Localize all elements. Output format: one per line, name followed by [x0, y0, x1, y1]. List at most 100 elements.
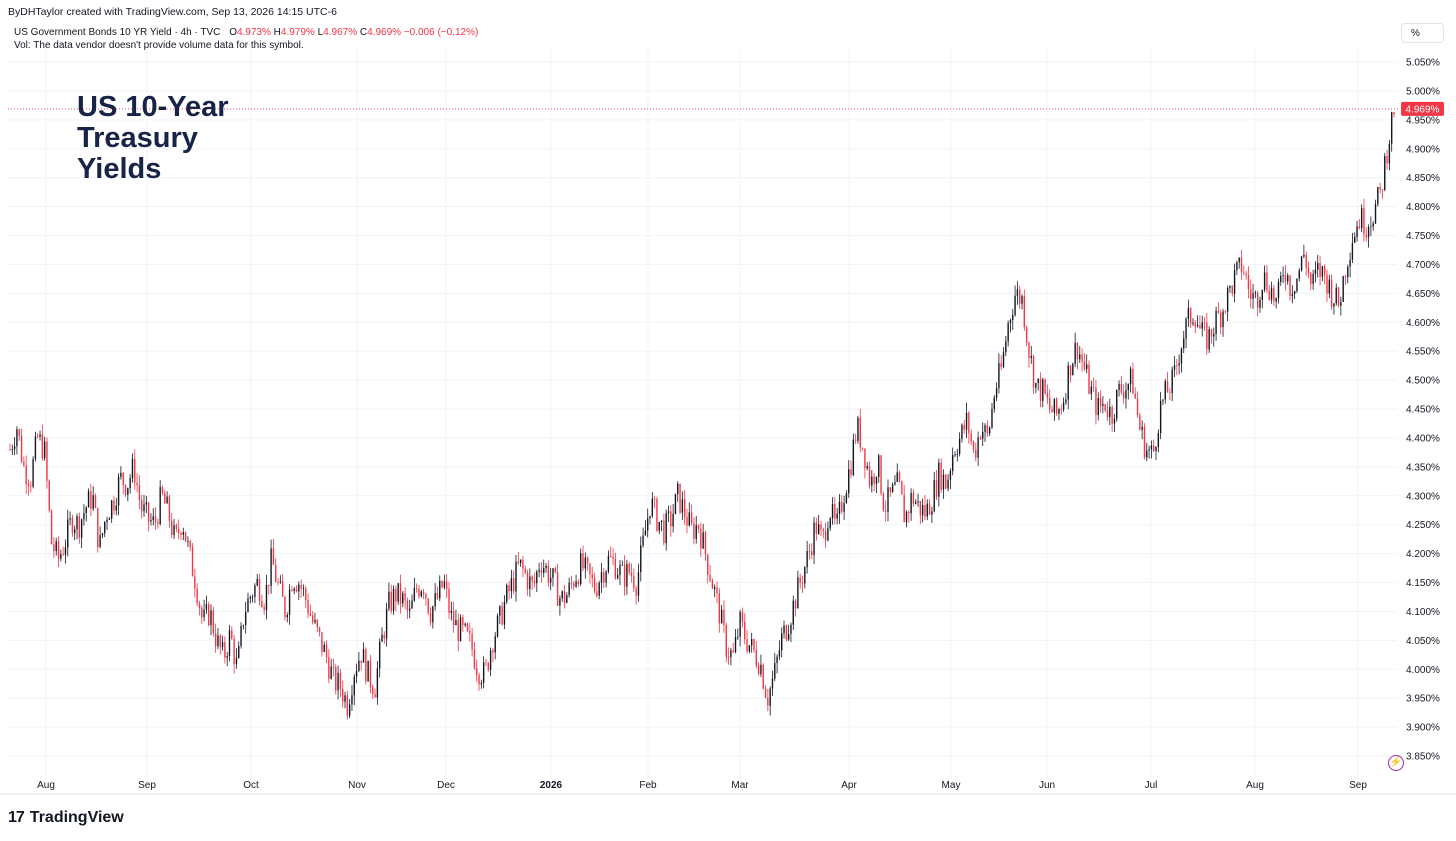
candle-body — [1113, 418, 1116, 424]
candle-body — [589, 563, 591, 575]
tradingview-logo-icon[interactable]: 17 TradingView — [8, 809, 124, 827]
candle-body — [1153, 445, 1155, 452]
candle-body — [993, 397, 995, 409]
candle-body — [903, 494, 905, 523]
last-price-badge — [1401, 101, 1444, 116]
candle-body — [50, 510, 53, 545]
candle-body — [1173, 365, 1176, 370]
candle-body — [656, 498, 658, 531]
candle-body — [1053, 398, 1056, 413]
candle-body — [452, 610, 455, 626]
candle-body — [808, 551, 811, 552]
candle-body — [582, 553, 584, 569]
candle-body — [1187, 308, 1190, 319]
candle-body — [1215, 310, 1217, 335]
candle-body — [1194, 322, 1196, 327]
candle-body — [388, 591, 390, 609]
candle-body — [154, 516, 157, 523]
candle-body — [1379, 187, 1381, 190]
candle-body — [811, 551, 813, 555]
candle-body — [894, 481, 896, 485]
candle-body — [1018, 289, 1021, 304]
candle-body — [854, 439, 857, 441]
candle-body — [836, 513, 838, 519]
candle-body — [131, 458, 134, 479]
candle-body — [64, 547, 67, 555]
candle-body — [30, 485, 32, 487]
x-tick-label: Jul — [1145, 780, 1158, 791]
price-chart[interactable]: 3.850% 3.900% 3.950% 4.000% 4.050% 4.100% 4.15… — [0, 50, 1456, 795]
candle-body — [977, 437, 979, 458]
candle-body — [607, 555, 610, 572]
candle-body — [1220, 312, 1222, 328]
candle-body — [104, 521, 106, 534]
y-tick-label: 4.600% — [1406, 318, 1440, 329]
candle-body — [917, 501, 919, 503]
candle-body — [1282, 275, 1284, 277]
candle-body — [991, 408, 993, 428]
candle-body — [1268, 290, 1270, 300]
candle-body — [593, 578, 596, 592]
candle-body — [106, 519, 108, 522]
candle-body — [820, 524, 822, 530]
percent-scale-button[interactable]: % — [1401, 23, 1444, 43]
candle-body — [901, 481, 903, 495]
candle-body — [402, 593, 404, 604]
x-tick-label: Aug — [1246, 780, 1264, 791]
candle-body — [1021, 296, 1023, 304]
candle-body — [552, 568, 554, 578]
candle-body — [1178, 363, 1180, 366]
candle-body — [1206, 322, 1208, 350]
candle-body — [1025, 327, 1028, 343]
x-tick-label: Sep — [138, 780, 156, 791]
candle-body — [677, 483, 679, 494]
candle-body — [286, 614, 288, 618]
candle-body — [295, 588, 298, 592]
candle-body — [1189, 308, 1192, 324]
candle-body — [1363, 208, 1365, 235]
candle-body — [829, 518, 831, 529]
candle-body — [1344, 276, 1347, 278]
candle-body — [1201, 322, 1203, 329]
candle-body — [240, 625, 242, 646]
candle-body — [469, 630, 471, 634]
candle-body — [265, 584, 268, 611]
candle-body — [309, 613, 312, 616]
candle-body — [1076, 342, 1079, 360]
candle-body — [1356, 226, 1358, 237]
candle-body — [621, 564, 623, 566]
symbol-name[interactable]: US Government Bonds 10 YR Yield · 4h · T… — [14, 27, 221, 38]
candle-body — [466, 623, 469, 631]
candle-body — [787, 634, 790, 640]
candle-body — [1231, 286, 1233, 294]
candle-body — [843, 503, 845, 512]
candle-body — [910, 492, 912, 514]
candle-body — [353, 676, 355, 696]
y-tick-label: 4.150% — [1406, 578, 1440, 589]
candle-body — [60, 554, 62, 559]
candle-body — [1213, 334, 1215, 337]
candle-body — [1365, 234, 1367, 238]
candle-body — [1377, 187, 1379, 204]
candle-body — [455, 620, 457, 626]
candle-body — [281, 581, 284, 597]
candle-body — [1097, 398, 1099, 416]
candle-body — [487, 663, 489, 670]
candle-body — [998, 363, 1000, 389]
candle-body — [376, 668, 379, 698]
candle-body — [723, 609, 725, 626]
candle-body — [147, 502, 150, 522]
candle-body — [1254, 292, 1257, 294]
candle-body — [908, 512, 910, 514]
candle-body — [305, 588, 307, 601]
candle-body — [1049, 397, 1051, 410]
candle-body — [748, 645, 751, 652]
open-value: 4.973% — [236, 27, 271, 38]
lightning-bolt-icon[interactable]: ⚡ — [1388, 755, 1404, 771]
candle-body — [815, 522, 818, 534]
candle-body — [1074, 342, 1076, 364]
candle-body — [667, 511, 670, 514]
candle-body — [1284, 275, 1287, 282]
candle-body — [663, 520, 665, 544]
candle-body — [963, 424, 965, 430]
